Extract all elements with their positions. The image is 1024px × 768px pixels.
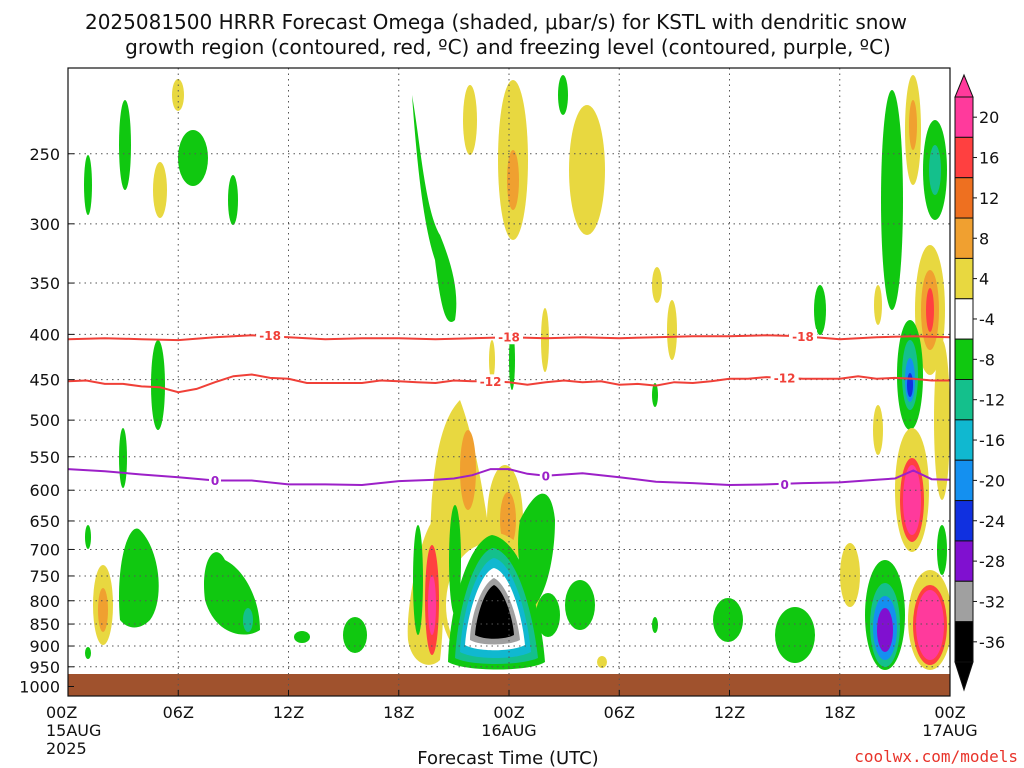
y-tick-label: 900 [29, 637, 60, 656]
x-axis-label: Forecast Time (UTC) [417, 748, 598, 768]
chart-title-line2: growth region (contoured, red, ºC) and f… [125, 35, 891, 59]
colorbar-swatch [954, 298, 974, 340]
contour-label: -18 [792, 330, 814, 344]
colorbar-label: -28 [979, 552, 1005, 571]
colorbar-swatch [954, 540, 974, 582]
colorbar-swatch [954, 136, 974, 179]
x-tick-date: 15AUG [46, 721, 101, 740]
colorbar-label: -16 [979, 431, 1005, 450]
contour-label: 0 [542, 469, 550, 483]
x-tick-label: 00Z [46, 703, 77, 722]
y-tick-label: 500 [29, 411, 60, 430]
contour-label-bg [495, 330, 523, 345]
contour-label: -12 [774, 371, 796, 385]
x-tick-label: 00Z [493, 703, 524, 722]
contour-label: -12 [480, 375, 502, 389]
dendritic-contour--12 [67, 373, 950, 394]
colorbar-label: -36 [979, 633, 1005, 652]
colorbar-swatch [954, 419, 974, 461]
omega-shading [84, 75, 950, 670]
colorbar-swatch [954, 96, 974, 138]
x-tick-label: 12Z [714, 703, 745, 722]
contour-label-bg [256, 328, 285, 343]
contour-label: -18 [498, 331, 520, 345]
x-tick-year: 2025 [46, 739, 87, 758]
colorbar-label: -4 [979, 310, 995, 329]
colorbar: 20 16 12 8 4 -4 -8 -12 -16 -20 -24 -28 -32 -36 [954, 73, 1005, 692]
contour-label: 0 [211, 474, 219, 488]
contour-label: -18 [259, 329, 281, 343]
colorbar-label: -8 [979, 350, 995, 369]
x-tick-label: 06Z [163, 703, 194, 722]
contour-label-bg [770, 370, 799, 385]
x-tick-label: 00Z [934, 703, 965, 722]
x-tick-date: 17AUG [922, 721, 977, 740]
colorbar-label: 12 [979, 189, 999, 208]
colorbar-label: -20 [979, 471, 1005, 490]
colorbar-label: -24 [979, 512, 1005, 531]
x-tick-label: 18Z [824, 703, 855, 722]
chart-title-line1: 2025081500 HRRR Forecast Omega (shaded, … [85, 10, 907, 34]
y-tick-label: 250 [29, 145, 60, 164]
grid-lines [68, 68, 950, 696]
colorbar-top-arrow [954, 73, 974, 98]
colorbar-swatch [954, 459, 974, 502]
x-tick-label: 12Z [273, 703, 304, 722]
contour-label: 0 [780, 478, 788, 492]
colorbar-label: 4 [979, 270, 989, 289]
y-tick-label: 850 [29, 615, 60, 634]
contour-label-bg [789, 329, 817, 344]
y-tick-label: 1000 [19, 678, 60, 697]
y-tick-label: 350 [29, 274, 60, 293]
colorbar-swatch [954, 379, 974, 421]
plot-frame [67, 67, 951, 697]
colorbar-label: -12 [979, 391, 1005, 410]
colorbar-swatch [954, 621, 974, 663]
colorbar-swatch [954, 580, 974, 623]
contour-label-bg [209, 473, 221, 488]
colorbar-swatch [954, 217, 974, 259]
colorbar-label: 8 [979, 229, 989, 248]
colorbar-swatch [954, 257, 974, 300]
y-tick-label: 750 [29, 567, 60, 586]
x-tick-label: 18Z [383, 703, 414, 722]
colorbar-swatch [954, 338, 974, 380]
colorbar-swatch [954, 177, 974, 219]
colorbar-label: 20 [979, 108, 999, 127]
contour-lines: -18 -18 -18 -12 -12 0 0 0 [67, 328, 951, 492]
y-tick-label: 800 [29, 592, 60, 611]
y-tick-label: 300 [29, 215, 60, 234]
colorbar-label: -32 [979, 592, 1005, 611]
credit-text: coolwx.com/models [854, 747, 1018, 766]
y-axis-ticks: 250 300 350 400 450 500 550 600 650 700 750 800 850 9… [19, 145, 74, 697]
y-tick-label: 600 [29, 481, 60, 500]
x-tick-date: 16AUG [481, 721, 536, 740]
y-tick-label: 400 [29, 325, 60, 344]
contour-label-bg [476, 374, 505, 389]
contour-label-bg [539, 468, 552, 483]
y-tick-label: 950 [29, 658, 60, 677]
colorbar-swatch [954, 500, 974, 542]
y-tick-label: 650 [29, 512, 60, 531]
colorbar-bottom-arrow [954, 661, 974, 692]
contour-label-bg [778, 477, 791, 492]
y-tick-label: 450 [29, 371, 60, 390]
y-tick-label: 700 [29, 540, 60, 559]
y-tick-label: 550 [29, 448, 60, 467]
x-tick-label: 06Z [604, 703, 635, 722]
freezing-contour-0 [67, 468, 951, 487]
colorbar-label: 16 [979, 149, 999, 168]
